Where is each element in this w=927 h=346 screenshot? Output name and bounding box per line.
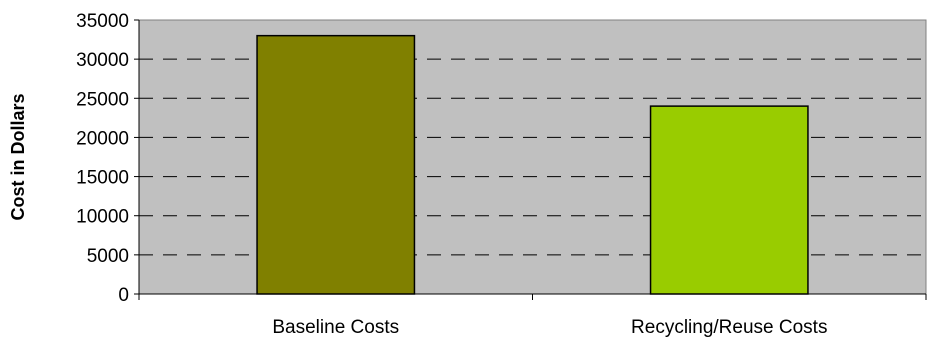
bars xyxy=(256,34,809,295)
y-tick-label: 20000 xyxy=(76,128,129,149)
y-tick-label: 35000 xyxy=(76,11,129,32)
y-axis-title: Cost in Dollars xyxy=(8,93,28,220)
axes: Baseline Costs Recycling/Reuse Costs 0 5000… xyxy=(76,11,927,338)
y-tick-label: 30000 xyxy=(76,50,129,71)
y-tick-label: 0 xyxy=(118,285,129,306)
y-tick-label: 10000 xyxy=(76,207,129,228)
x-tick-label: Baseline Costs xyxy=(272,317,399,338)
y-tick-label: 5000 xyxy=(87,246,129,267)
bar-2 xyxy=(649,105,809,295)
x-tick-label: Recycling/Reuse Costs xyxy=(631,317,827,338)
bar-1 xyxy=(256,34,416,295)
y-tick-label: 15000 xyxy=(76,168,129,189)
y-tick-label: 25000 xyxy=(76,89,129,110)
